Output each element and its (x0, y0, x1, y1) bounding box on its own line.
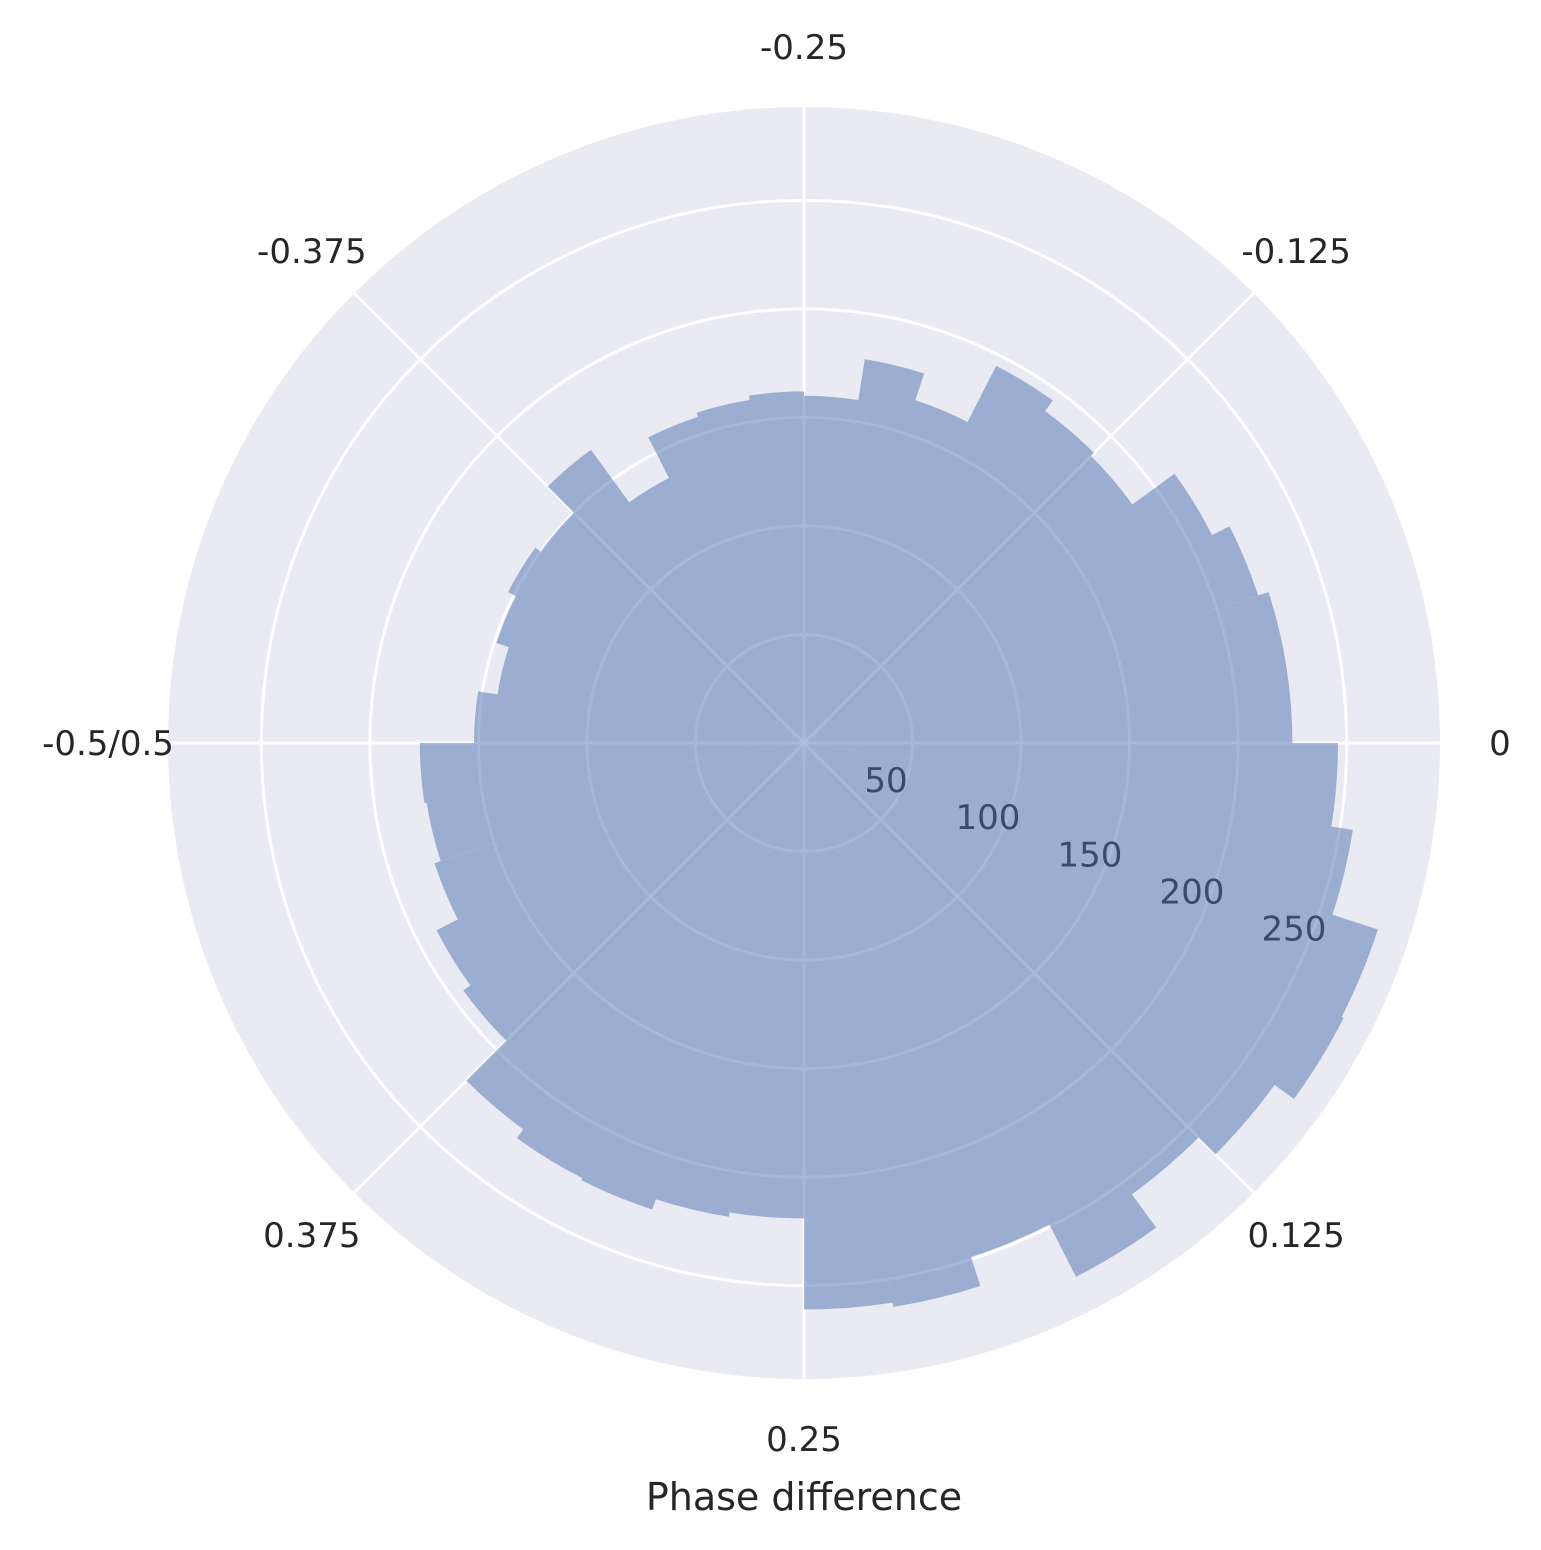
radial-tick-label: 200 (1159, 872, 1224, 912)
histogram-bar (629, 478, 804, 743)
histogram-bar (729, 743, 804, 1219)
histogram-bar (748, 391, 804, 743)
histogram-bar (804, 411, 1095, 743)
histogram-bar (463, 743, 804, 1041)
histogram-bar (516, 743, 804, 1179)
histogram-bar (466, 743, 804, 1130)
histogram-bar (547, 449, 804, 743)
histogram-bar (655, 743, 804, 1217)
histogram-bar (804, 365, 1053, 743)
angular-tick-label: -0.25 (760, 28, 848, 68)
histogram-bar (648, 416, 804, 743)
x-axis-label: Phase difference (646, 1475, 962, 1519)
angular-tick-label: 0.375 (263, 1216, 360, 1256)
bars (419, 359, 1378, 1310)
histogram-bar (434, 743, 804, 920)
histogram-bar (804, 400, 968, 743)
histogram-bar (804, 743, 1199, 1195)
histogram-bar (804, 455, 1133, 743)
histogram-bar (804, 359, 925, 743)
histogram-bar (804, 743, 1344, 1099)
histogram-bar (540, 512, 804, 743)
angular-tick-label: 0.25 (766, 1420, 842, 1460)
histogram-bar (804, 743, 1378, 1017)
tick-labels: 0 -0.125 -0.25 -0.375 -0.5/0.5 0.375 0.25 0.125… (42, 28, 1511, 1460)
histogram-bar (426, 743, 804, 862)
histogram-bar (804, 526, 1259, 743)
histogram-bar (581, 743, 804, 1210)
angular-tick-label: 0.125 (1247, 1216, 1344, 1256)
histogram-bar (804, 473, 1213, 743)
histogram-bar (496, 596, 804, 743)
histogram-bar (804, 743, 1275, 1155)
histogram-bar (508, 547, 804, 743)
histogram-bar (804, 592, 1287, 743)
histogram-bar (497, 647, 804, 743)
angular-tick-label: 0 (1489, 724, 1511, 764)
angular-gridline (353, 741, 806, 1194)
histogram-bar (804, 743, 1157, 1277)
radial-tick-label: 50 (864, 761, 907, 801)
histogram-bar (804, 666, 1293, 743)
histogram-bar (804, 743, 1050, 1258)
radial-tick-label: 100 (956, 798, 1021, 838)
histogram-bar (804, 743, 893, 1310)
histogram-bar (804, 743, 1353, 915)
histogram-bar (419, 743, 804, 804)
radial-tick-label: 150 (1058, 835, 1123, 875)
radial-tick-label: 250 (1261, 910, 1326, 950)
histogram-bar (436, 743, 804, 986)
angular-tick-label: -0.125 (1241, 232, 1351, 272)
histogram-bar (804, 743, 981, 1307)
histogram-bar (696, 399, 804, 743)
angular-tick-label: -0.375 (257, 232, 367, 272)
histogram-bar (474, 691, 804, 743)
histogram-bar (804, 395, 859, 743)
histogram-bar (804, 743, 1338, 827)
angular-tick-label: -0.5/0.5 (42, 724, 174, 764)
